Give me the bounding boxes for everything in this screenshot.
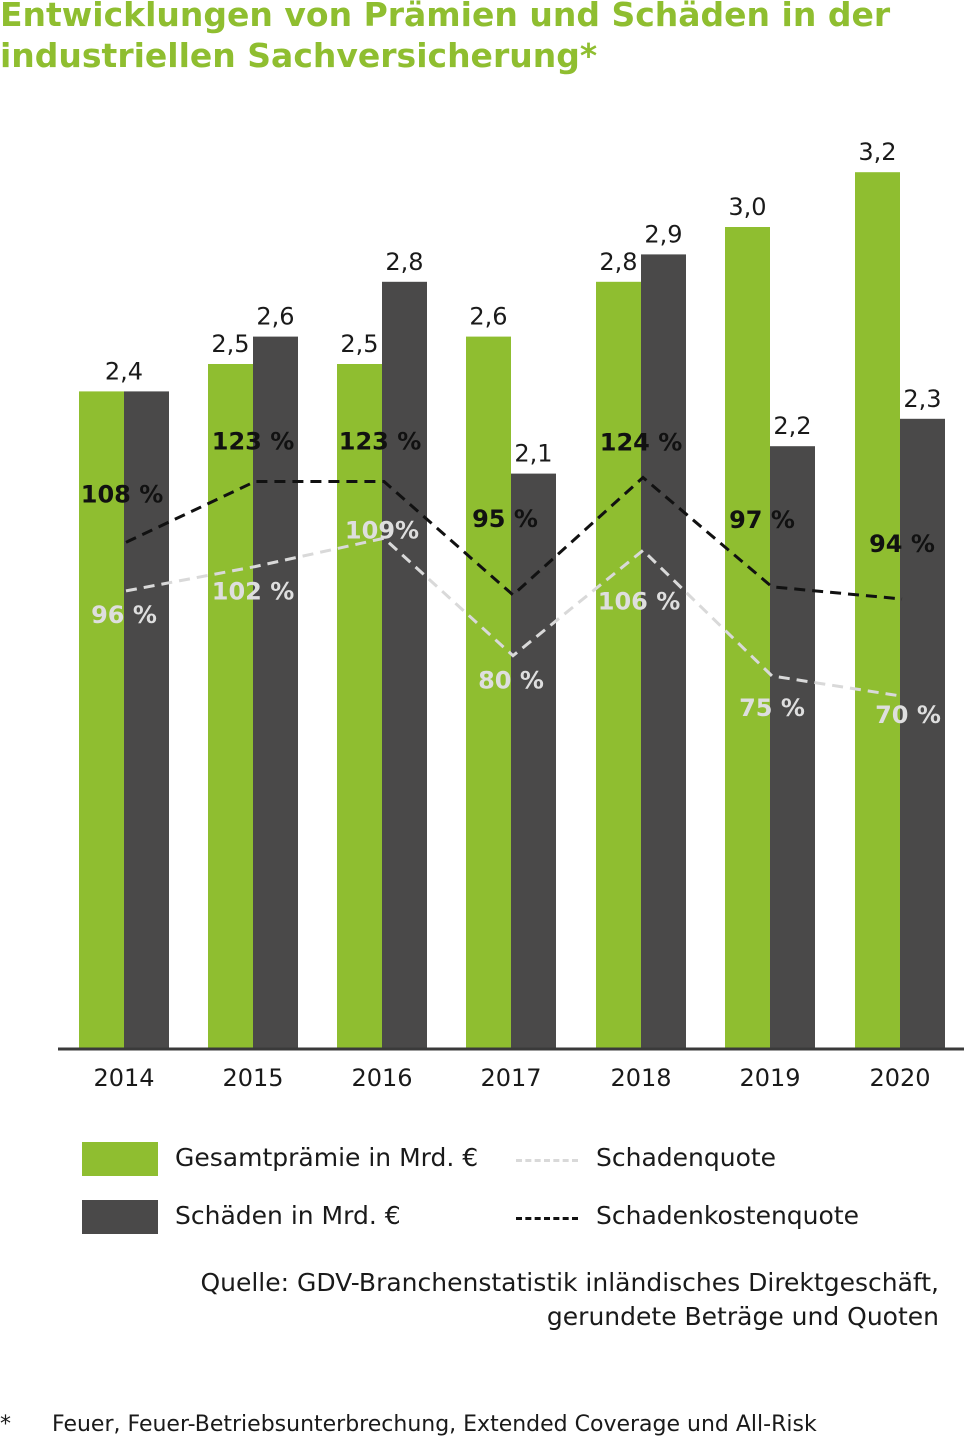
lines-group (125, 475, 903, 698)
x-tick-label-2019: 2019 (739, 1064, 800, 1092)
data-label-gesamtpraemie-2018: 2,8 (599, 248, 637, 276)
bars-group (79, 172, 945, 1050)
line-schadenquote-label-2017: 80 % (478, 667, 544, 695)
bar-schaeden-2014 (124, 391, 169, 1049)
labels-group: 2,42,52,62,52,82,62,12,82,93,02,23,22,39… (81, 138, 942, 729)
data-label-schaeden-2016: 2,8 (385, 248, 423, 276)
chart-title-line-1: Entwicklungen von Prämien und Schäden in… (0, 0, 891, 34)
data-label-schaeden-2019: 2,2 (773, 412, 811, 440)
line-schadenquote-label-2019: 75 % (739, 694, 805, 722)
data-label-schaeden-2020: 2,3 (903, 385, 941, 413)
x-tick-label-2014: 2014 (93, 1064, 154, 1092)
x-tick-label-2020: 2020 (869, 1064, 930, 1092)
data-label-gesamtpraemie-2016: 2,5 (340, 330, 378, 358)
legend-line-schadenquote (516, 1159, 578, 1162)
data-label-gesamtpraemie-2017: 2,6 (469, 303, 507, 331)
data-label-schaeden-2017: 2,1 (514, 440, 552, 468)
footnote-text: Feuer, Feuer-Betriebsunterbrechung, Exte… (52, 1412, 817, 1437)
line-schadenquote-label-2018: 106 % (598, 587, 681, 615)
data-label-gesamtpraemie-2014: 2,4 (105, 357, 143, 385)
data-label-schaeden-2015: 2,6 (256, 303, 294, 331)
line-schadenkostenquote-label-2017: 95 % (472, 505, 538, 533)
data-label-schaeden-2018: 2,9 (644, 220, 682, 248)
bar-schaeden-2015 (253, 336, 298, 1050)
chart-title: Entwicklungen von Prämien und Schäden in… (0, 0, 960, 76)
bar-schaeden-2018 (641, 254, 686, 1049)
footnote: * Feuer, Feuer-Betriebsunterbrechung, Ext… (0, 1411, 817, 1439)
x-tick-label-2016: 2016 (351, 1064, 412, 1092)
chart-title-line-2: industriellen Sachversicherung* (0, 36, 598, 75)
source-line-2: gerundete Beträge und Quoten (546, 1302, 939, 1331)
line-schadenquote-label-2015: 102 % (212, 578, 295, 606)
line-schadenquote (125, 536, 903, 698)
line-schadenquote-label-2020: 70 % (875, 701, 941, 729)
bar-schaeden-2019 (770, 446, 815, 1049)
bar-gesamtpraemie-2015 (208, 364, 253, 1049)
data-label-gesamtpraemie-2015: 2,5 (211, 330, 249, 358)
line-schadenkostenquote-label-2019: 97 % (729, 506, 795, 534)
x-tick-labels: 2014 2015 2016 2017 2018 2019 2020 (93, 1064, 930, 1092)
legend-label-schadenquote: Schadenquote (596, 1143, 777, 1172)
x-tick-label-2018: 2018 (610, 1064, 671, 1092)
bar-line-chart: 2,42,52,62,52,82,62,12,82,93,02,23,22,39… (58, 138, 964, 1092)
x-tick-label-2017: 2017 (480, 1064, 541, 1092)
source-note: Quelle: GDV-Branchenstatistik inländisch… (200, 1266, 939, 1334)
bar-gesamtpraemie-2014 (79, 391, 124, 1049)
data-label-gesamtpraemie-2019: 3,0 (728, 193, 766, 221)
source-line-1: Quelle: GDV-Branchenstatistik inländisch… (200, 1268, 939, 1297)
line-schadenkostenquote-label-2016: 123 % (339, 428, 422, 456)
line-schadenkostenquote-label-2020: 94 % (869, 530, 935, 558)
line-schadenkostenquote-label-2018: 124 % (600, 429, 683, 457)
legend-line-schadenkostenquote (516, 1217, 578, 1220)
line-schadenquote-label-2014: 96 % (91, 601, 157, 629)
legend-label-schaeden: Schäden in Mrd. € (175, 1201, 401, 1230)
footnote-mark: * (0, 1412, 11, 1437)
bar-schaeden-2017 (511, 473, 556, 1050)
line-schadenkostenquote-label-2014: 108 % (81, 480, 164, 508)
data-label-gesamtpraemie-2020: 3,2 (858, 138, 896, 166)
legend-label-schadenkostenquote: Schadenkostenquote (596, 1201, 860, 1230)
bar-gesamtpraemie-2016 (337, 364, 382, 1049)
bar-schaeden-2020 (900, 418, 945, 1049)
legend-swatch-gesamtpraemie (82, 1142, 158, 1176)
legend-label-gesamtpraemie: Gesamtprämie in Mrd. € (175, 1143, 479, 1172)
line-schadenquote-label-2016: 109% (345, 516, 419, 544)
bar-schaeden-2016 (382, 281, 427, 1049)
legend-swatch-schaeden (82, 1200, 158, 1234)
bar-gesamtpraemie-2018 (596, 281, 641, 1049)
bar-gesamtpraemie-2020 (855, 172, 900, 1049)
x-tick-label-2015: 2015 (222, 1064, 283, 1092)
line-schadenkostenquote-label-2015: 123 % (212, 428, 295, 456)
bar-gesamtpraemie-2017 (466, 336, 511, 1050)
